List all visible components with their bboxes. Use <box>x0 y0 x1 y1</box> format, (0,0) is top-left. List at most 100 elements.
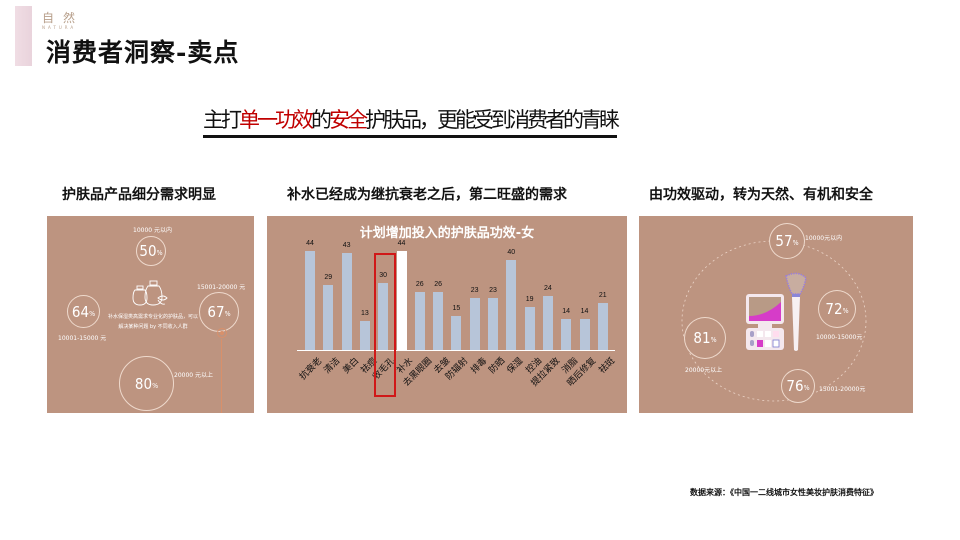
bar-抗衰老: 44 <box>305 240 315 350</box>
bar-fill <box>524 307 535 350</box>
bar-祛痘: 13 <box>359 246 370 350</box>
stat-circle: 67% <box>199 292 239 332</box>
bar-fill <box>542 296 553 350</box>
data-source: 数据来源：《中国一二线城市女性美妆护肤消费特征》 <box>690 487 878 497</box>
bar-fill <box>469 298 480 350</box>
bar-fill <box>341 253 352 350</box>
bar-晒后修复: 14 <box>579 246 590 350</box>
brand-en: NATURA <box>42 25 77 30</box>
bar-消脂: 14 <box>561 246 572 350</box>
panel-natural-safety: 57% 10000元以内 72% 10000-15000元 76% 15001-… <box>639 216 913 413</box>
stat-label: 20000元以上 <box>685 367 723 374</box>
section-title-2: 补水已经成为继抗衰老之后，第二旺盛的需求 <box>287 187 567 203</box>
stat-value: 81 <box>693 329 711 347</box>
bar-清洁: 29 <box>323 246 334 350</box>
stat-circle: 72% <box>818 290 856 328</box>
bar-value-label: 30 <box>379 272 388 279</box>
bar-value-label: 43 <box>342 242 351 249</box>
stat-value: 67 <box>207 303 225 321</box>
bar-防晒: 23 <box>488 246 498 350</box>
bar-fill <box>597 303 608 350</box>
stat-unit: % <box>156 249 163 257</box>
center-description: 补水保湿类高需求专业化的护肤品，可以解决某种问题 by 不同收入人群 <box>107 314 198 330</box>
brand-cn: 自然 <box>42 11 85 25</box>
headline: 主打单一功效的安全护肤品，更能受到消费者的青睐 <box>203 104 620 138</box>
bar-去皱: 26 <box>433 246 444 350</box>
stat-unit: % <box>89 309 96 318</box>
bar-value-label: 23 <box>489 287 497 294</box>
stat-circle: 80% <box>119 356 174 411</box>
stat-label: 10000-15000元 <box>816 334 863 341</box>
bar-保湿: 40 <box>506 246 517 350</box>
stat-unit: % <box>842 307 849 315</box>
bar-fill <box>579 319 590 350</box>
headline-part2: 的 <box>311 108 332 132</box>
makeup-palette-brush-icon <box>746 272 807 351</box>
stat-label: 15001-20000 元 <box>197 284 246 291</box>
bar-value-label: 44 <box>306 240 314 247</box>
bar-value-label: 44 <box>397 240 406 247</box>
bar-fill <box>378 283 389 350</box>
bar-去黑眼圈: 26 <box>414 246 425 350</box>
accent-bar <box>15 6 32 66</box>
headline-part1: 主打 <box>203 108 242 132</box>
bar-提拉紧致: 24 <box>542 246 553 350</box>
stat-label: 15001-20000元 <box>819 386 866 393</box>
stat-label: 20000 元以上 <box>174 372 213 379</box>
x-tick-label: 祛斑 <box>597 356 618 376</box>
bar-祛斑: 21 <box>597 246 608 350</box>
highlight-box <box>374 253 396 397</box>
headline-highlight-1: 单一功效 <box>239 108 314 132</box>
section-title-1: 护肤品产品细分需求明显 <box>62 187 216 203</box>
stat-circle: 76% <box>781 369 815 403</box>
bar-value-label: 29 <box>324 274 333 281</box>
bar-fill <box>305 251 315 350</box>
stat-label: 10001-15000 元 <box>58 335 107 342</box>
bar-value-label: 24 <box>543 285 552 292</box>
x-axis <box>297 350 615 351</box>
bar-美白: 43 <box>341 242 352 350</box>
decor-line <box>221 339 222 413</box>
bar-value-label: 23 <box>470 287 479 294</box>
x-tick-label: 抗衰老 <box>298 356 325 383</box>
panel-income-segments: 10000 元以内 50% 64% 10001-15000 元 15001-20… <box>47 216 254 413</box>
brand-logo: 自然 NATURA <box>42 9 84 30</box>
stat-circle: 64% <box>67 295 100 328</box>
page-title: 消费者洞察-卖点 <box>46 38 240 67</box>
stat-value: 57 <box>775 232 793 250</box>
bar-fill <box>561 319 572 350</box>
stat-unit: % <box>803 384 810 392</box>
stat-value: 76 <box>786 377 804 395</box>
section-title-3: 由功效驱动，转为天然、有机和安全 <box>649 187 873 203</box>
stat-unit: % <box>792 239 799 247</box>
bar-value-label: 19 <box>525 296 534 303</box>
bar-value-label: 21 <box>598 292 607 299</box>
bar-fill <box>323 285 334 350</box>
stat-unit: % <box>224 310 231 318</box>
stat-value: 72 <box>825 300 843 318</box>
stat-circle: 57% <box>769 223 805 259</box>
bar-补水: 44 <box>396 240 407 350</box>
stat-circle: 50% <box>136 236 166 266</box>
bar-排毒: 23 <box>469 246 480 350</box>
bar-fill <box>433 292 444 350</box>
headline-highlight-2: 安全 <box>329 108 368 132</box>
decor-dot-icon <box>217 328 227 338</box>
bar-收毛孔: 30 <box>378 246 389 350</box>
bar-fill <box>396 251 407 350</box>
bar-fill <box>506 260 517 350</box>
bar-value-label: 26 <box>434 281 442 288</box>
bar-控油: 19 <box>524 246 535 350</box>
bar-防辐射: 15 <box>451 246 462 350</box>
bar-fill <box>414 292 425 350</box>
bar-fill <box>359 321 370 350</box>
stat-label: 10000元以内 <box>805 235 843 242</box>
bar-fill <box>488 298 498 350</box>
bar-fill <box>451 316 462 350</box>
bar-value-label: 15 <box>452 305 461 312</box>
bar-value-label: 14 <box>580 308 589 315</box>
stat-value: 80 <box>134 374 153 393</box>
stat-value: 50 <box>139 242 157 260</box>
bar-value-label: 13 <box>360 310 369 317</box>
chart-title: 计划增加投入的护肤品功效-女 <box>359 226 535 241</box>
